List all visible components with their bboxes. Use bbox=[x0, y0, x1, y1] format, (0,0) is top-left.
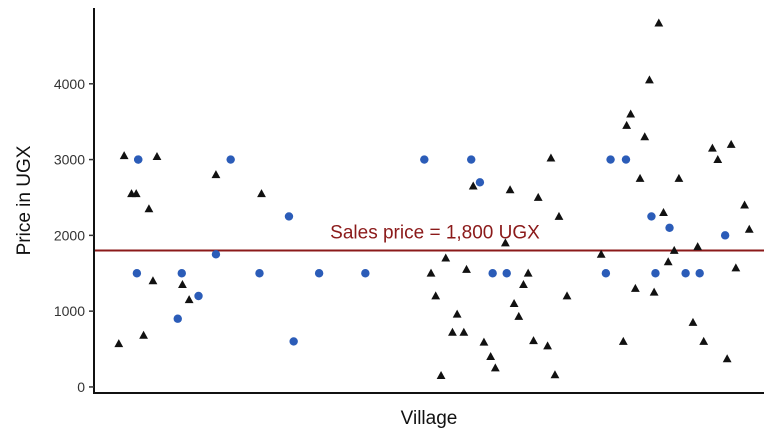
data-point-triangle bbox=[211, 170, 221, 179]
data-point-circle bbox=[475, 178, 485, 187]
data-point-circle bbox=[606, 155, 615, 164]
data-point-circle bbox=[720, 231, 730, 240]
data-point-triangle bbox=[486, 352, 496, 361]
data-point-triangle bbox=[713, 154, 723, 163]
data-point-triangle bbox=[693, 242, 703, 251]
data-point-triangle bbox=[726, 139, 736, 148]
data-point-triangle bbox=[505, 185, 515, 194]
data-point-triangle bbox=[114, 339, 124, 348]
y-axis-title: Price in UGX bbox=[14, 145, 35, 255]
data-point-triangle bbox=[635, 173, 645, 182]
data-point-triangle bbox=[622, 120, 632, 129]
data-point-circle bbox=[681, 269, 690, 278]
data-point-triangle bbox=[462, 264, 471, 273]
data-points bbox=[114, 18, 754, 379]
y-tick-label: 4000 bbox=[54, 76, 85, 92]
data-point-triangle bbox=[722, 354, 732, 363]
reference-line-group: Sales price = 1,800 UGX bbox=[94, 223, 764, 252]
data-point-triangle bbox=[131, 189, 141, 198]
data-point-triangle bbox=[654, 18, 664, 27]
data-point-triangle bbox=[669, 245, 679, 254]
y-tick-label: 0 bbox=[77, 379, 85, 395]
data-point-triangle bbox=[554, 211, 564, 220]
data-point-triangle bbox=[562, 291, 572, 300]
data-point-triangle bbox=[649, 287, 659, 296]
data-point-circle bbox=[132, 269, 142, 278]
data-point-circle bbox=[420, 155, 429, 164]
data-point-triangle bbox=[533, 192, 543, 201]
y-tick-label: 2000 bbox=[54, 227, 85, 243]
data-point-triangle bbox=[500, 238, 510, 247]
data-point-triangle bbox=[441, 253, 451, 262]
data-point-circle bbox=[361, 269, 370, 278]
data-point-circle bbox=[226, 155, 235, 164]
data-point-triangle bbox=[448, 327, 457, 336]
data-point-circle bbox=[314, 269, 324, 278]
data-point-circle bbox=[651, 269, 660, 278]
data-point-triangle bbox=[731, 263, 741, 272]
data-point-triangle bbox=[509, 298, 519, 307]
data-point-triangle bbox=[436, 370, 446, 379]
data-point-circle bbox=[488, 269, 497, 278]
x-axis-title: Village bbox=[401, 408, 458, 429]
data-point-triangle bbox=[674, 173, 684, 182]
data-point-circle bbox=[289, 337, 298, 346]
data-point-triangle bbox=[431, 291, 441, 300]
data-point-circle bbox=[601, 269, 611, 278]
data-point-circle bbox=[695, 269, 704, 278]
data-point-triangle bbox=[519, 280, 528, 289]
data-point-triangle bbox=[708, 143, 717, 152]
data-point-triangle bbox=[148, 276, 158, 285]
data-point-triangle bbox=[152, 151, 162, 160]
data-point-triangle bbox=[740, 200, 749, 209]
data-point-triangle bbox=[459, 327, 469, 336]
data-point-triangle bbox=[546, 153, 556, 162]
data-point-triangle bbox=[744, 224, 754, 233]
data-point-triangle bbox=[479, 337, 489, 346]
data-point-circle bbox=[621, 155, 631, 164]
data-point-triangle bbox=[699, 336, 709, 345]
data-point-circle bbox=[284, 212, 294, 221]
data-point-circle bbox=[173, 314, 182, 323]
axes: 0 1000 2000 3000 4000 bbox=[54, 8, 764, 395]
data-point-circle bbox=[647, 212, 656, 221]
data-point-triangle bbox=[178, 280, 187, 289]
data-point-triangle bbox=[645, 75, 654, 84]
data-point-circle bbox=[177, 269, 186, 278]
data-point-triangle bbox=[139, 330, 148, 339]
data-point-triangle bbox=[529, 336, 538, 345]
y-tick-label: 3000 bbox=[54, 152, 85, 168]
data-point-triangle bbox=[523, 268, 533, 277]
y-tick-label: 1000 bbox=[54, 303, 85, 319]
data-point-triangle bbox=[550, 370, 560, 379]
data-point-triangle bbox=[184, 295, 194, 304]
data-point-circle bbox=[467, 155, 476, 164]
data-point-triangle bbox=[659, 208, 668, 217]
y-axis-ticks: 0 1000 2000 3000 4000 bbox=[54, 76, 94, 395]
data-point-triangle bbox=[144, 204, 154, 213]
data-point-triangle bbox=[514, 311, 524, 320]
data-point-triangle bbox=[426, 268, 436, 277]
data-point-triangle bbox=[640, 132, 650, 141]
data-point-circle bbox=[502, 269, 511, 278]
data-point-triangle bbox=[618, 336, 628, 345]
data-point-triangle bbox=[468, 181, 478, 190]
data-point-circle bbox=[255, 269, 264, 278]
data-point-triangle bbox=[688, 317, 698, 326]
data-point-circle bbox=[134, 155, 143, 164]
data-point-triangle bbox=[626, 109, 636, 118]
data-point-circle bbox=[665, 223, 674, 232]
data-point-triangle bbox=[663, 257, 673, 266]
data-point-circle bbox=[194, 291, 203, 301]
sales-price-reference-label: Sales price = 1,800 UGX bbox=[330, 223, 540, 244]
data-point-triangle bbox=[119, 151, 129, 160]
data-point-circle bbox=[211, 250, 221, 259]
data-point-triangle bbox=[543, 341, 552, 350]
data-point-triangle bbox=[257, 189, 266, 198]
data-point-triangle bbox=[630, 283, 640, 292]
data-point-triangle bbox=[452, 309, 462, 318]
data-point-triangle bbox=[596, 249, 606, 258]
data-point-triangle bbox=[490, 363, 500, 372]
